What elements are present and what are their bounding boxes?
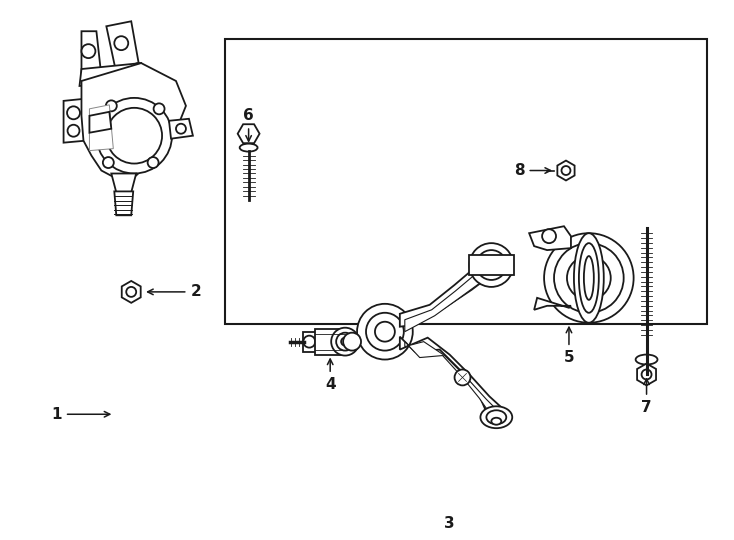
Circle shape: [554, 243, 624, 313]
Circle shape: [153, 103, 164, 114]
Polygon shape: [316, 329, 345, 355]
Ellipse shape: [487, 410, 506, 424]
Circle shape: [67, 106, 80, 119]
Polygon shape: [238, 124, 260, 143]
Ellipse shape: [584, 256, 594, 300]
Polygon shape: [64, 99, 85, 143]
Circle shape: [357, 304, 413, 360]
Circle shape: [366, 313, 404, 350]
Polygon shape: [112, 173, 137, 192]
Circle shape: [642, 369, 652, 380]
Circle shape: [484, 257, 499, 273]
Circle shape: [132, 63, 144, 75]
Polygon shape: [529, 226, 571, 250]
Circle shape: [476, 250, 506, 280]
Polygon shape: [303, 332, 316, 352]
Polygon shape: [106, 21, 139, 73]
Polygon shape: [637, 363, 656, 386]
Circle shape: [106, 100, 117, 111]
Circle shape: [331, 328, 359, 355]
Circle shape: [454, 369, 470, 386]
Polygon shape: [169, 119, 193, 139]
Polygon shape: [470, 255, 515, 275]
Ellipse shape: [579, 243, 599, 313]
Circle shape: [148, 157, 159, 168]
Ellipse shape: [491, 418, 501, 424]
Circle shape: [126, 287, 137, 297]
Circle shape: [303, 336, 316, 348]
Circle shape: [96, 98, 172, 173]
Ellipse shape: [636, 355, 658, 365]
Circle shape: [176, 124, 186, 134]
Ellipse shape: [574, 233, 604, 323]
Polygon shape: [79, 63, 143, 86]
Text: 7: 7: [642, 379, 652, 415]
Polygon shape: [122, 281, 141, 303]
Circle shape: [336, 333, 354, 350]
Text: 6: 6: [243, 109, 254, 141]
Text: 8: 8: [514, 163, 550, 178]
Polygon shape: [81, 63, 186, 179]
Circle shape: [81, 44, 95, 58]
Circle shape: [68, 125, 79, 137]
Bar: [225, 39, 707, 323]
Text: 2: 2: [148, 285, 201, 299]
Polygon shape: [405, 342, 495, 414]
Circle shape: [470, 243, 513, 287]
Ellipse shape: [240, 144, 258, 152]
Polygon shape: [90, 112, 112, 133]
Polygon shape: [115, 191, 133, 215]
Circle shape: [115, 36, 128, 50]
Polygon shape: [534, 298, 571, 310]
Circle shape: [103, 157, 114, 168]
Polygon shape: [405, 266, 493, 332]
Polygon shape: [400, 258, 499, 327]
Text: 5: 5: [564, 327, 574, 365]
Polygon shape: [81, 31, 101, 79]
Polygon shape: [400, 336, 501, 419]
Text: 1: 1: [51, 407, 110, 422]
Ellipse shape: [481, 406, 512, 428]
Circle shape: [567, 256, 611, 300]
Circle shape: [577, 266, 601, 290]
Circle shape: [341, 338, 349, 346]
Circle shape: [544, 233, 633, 323]
Circle shape: [106, 108, 162, 164]
Polygon shape: [90, 105, 113, 151]
Circle shape: [343, 333, 361, 350]
Circle shape: [542, 229, 556, 243]
Polygon shape: [557, 160, 575, 180]
Circle shape: [562, 166, 570, 175]
Text: 3: 3: [444, 516, 455, 531]
Circle shape: [375, 322, 395, 342]
Text: 4: 4: [325, 359, 335, 392]
